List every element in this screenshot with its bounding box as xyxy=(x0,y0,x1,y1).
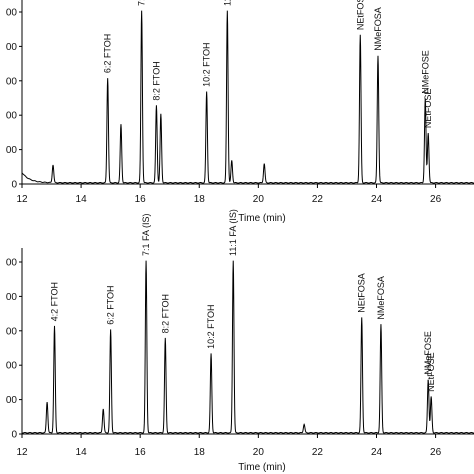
peak-label: NEtFOSA xyxy=(355,0,365,30)
y-tick-label: 00 xyxy=(6,395,18,406)
peak-label: 8:2 FTOH xyxy=(151,61,161,100)
peak-label: 8:2 FTOH xyxy=(160,294,170,333)
peak-label: 10:2 FTOH xyxy=(202,42,212,86)
y-tick-label: 00 xyxy=(6,145,18,156)
y-tick-label: 00 xyxy=(6,8,18,19)
peak-label: 6:2 FTOH xyxy=(106,285,116,324)
x-tick-label: 12 xyxy=(16,447,28,458)
x-tick-label: 12 xyxy=(16,194,28,205)
x-tick-label: 26 xyxy=(430,447,442,458)
peak-label: 11:1 FA (IS) xyxy=(228,209,238,256)
peak-label: NMeFOSE xyxy=(420,50,430,94)
x-tick-label: 14 xyxy=(76,194,88,205)
y-tick-label: 00 xyxy=(6,111,18,122)
x-tick-label: 22 xyxy=(312,194,324,205)
x-tick-label: 20 xyxy=(253,194,265,205)
peak-label: NMeFOSA xyxy=(373,7,383,51)
peak-label: 7:1 FA (IS) xyxy=(137,0,147,6)
chromatogram-trace xyxy=(21,10,474,184)
peak-label: NEtFOSA xyxy=(357,273,367,313)
y-tick-label: 0 xyxy=(11,430,17,441)
peak-label: 11:1 FA (IS) xyxy=(222,0,232,6)
x-tick-label: 16 xyxy=(135,447,147,458)
x-tick-label: 16 xyxy=(135,194,147,205)
x-tick-label: 20 xyxy=(253,447,265,458)
peak-label: 7:1 FA (IS) xyxy=(141,213,151,256)
x-axis-title: Time (min) xyxy=(238,462,285,473)
y-tick-label: 00 xyxy=(6,292,18,303)
y-tick-label: 0 xyxy=(11,180,17,191)
y-tick-label: 00 xyxy=(6,76,18,87)
x-tick-label: 24 xyxy=(371,194,383,205)
peak-label: 6:2 FTOH xyxy=(103,34,113,73)
x-tick-label: 26 xyxy=(430,194,442,205)
x-axis-title: Time (min) xyxy=(238,213,285,224)
peak-label: NEtFOSE xyxy=(426,352,436,392)
x-tick-label: 14 xyxy=(76,447,88,458)
peak-label: NMeFOSA xyxy=(376,276,386,320)
x-tick-label: 22 xyxy=(312,447,324,458)
y-tick-label: 00 xyxy=(6,258,18,269)
peak-label: 4:2 FTOH xyxy=(49,282,59,321)
x-tick-label: 18 xyxy=(194,194,206,205)
x-tick-label: 24 xyxy=(371,447,383,458)
chromatogram-trace xyxy=(21,260,474,434)
x-tick-label: 18 xyxy=(194,447,206,458)
peak-label: NMeFOSE xyxy=(423,331,433,375)
y-tick-label: 00 xyxy=(6,361,18,372)
y-tick-label: 00 xyxy=(6,326,18,337)
peak-label: 10:2 FTOH xyxy=(206,305,216,349)
peak-label: NEtFOSE xyxy=(423,89,433,129)
y-tick-label: 00 xyxy=(6,42,18,53)
